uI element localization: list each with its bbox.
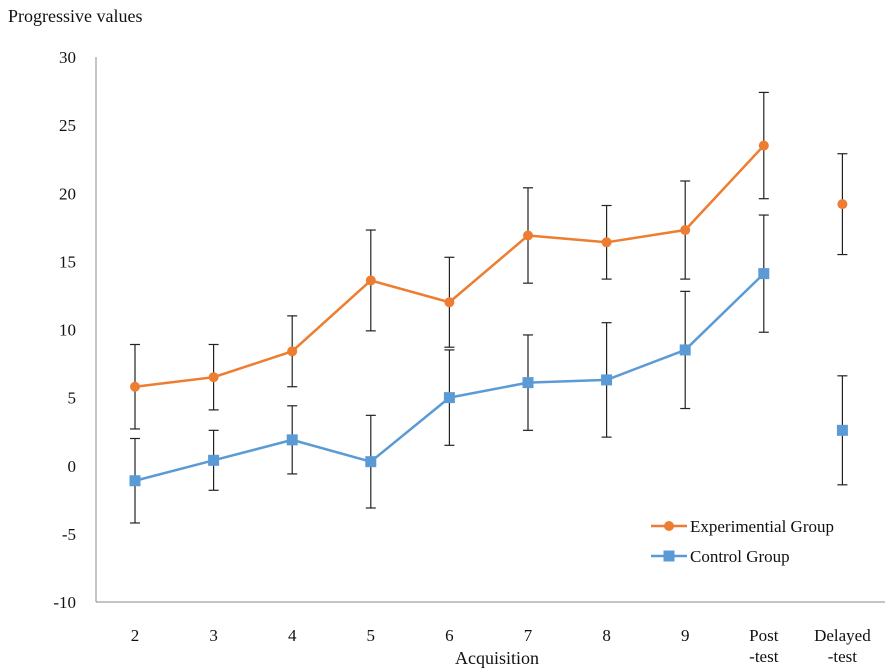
series-markers — [129, 140, 848, 487]
x-tick-label: 7 — [524, 626, 533, 645]
experimental-point — [601, 237, 612, 248]
y-tick-labels: 30 25 20 15 10 5 0 -5 -10 — [53, 48, 76, 612]
y-tick-label: 10 — [59, 321, 76, 340]
control-point — [679, 344, 691, 356]
x-tick-labels: 2 3 4 5 6 7 8 9 Post -test Delayed -test — [131, 626, 871, 666]
y-tick-label: 25 — [59, 116, 76, 135]
x-tick-label: 6 — [445, 626, 454, 645]
legend: Experimential Group Control Group — [651, 517, 834, 566]
experimental-legend-marker — [664, 521, 674, 531]
y-tick-label: 15 — [59, 252, 76, 271]
y-tick-label: -10 — [53, 593, 76, 612]
control-point — [836, 424, 848, 436]
x-tick-label: 8 — [602, 626, 611, 645]
y-tick-label: 0 — [68, 457, 77, 476]
control-point — [522, 377, 534, 389]
x-tick-label: 5 — [367, 626, 376, 645]
error-bars — [130, 91, 848, 524]
control-legend-label: Control Group — [690, 547, 790, 566]
x-axis-title: Acquisition — [455, 648, 539, 668]
control-legend-marker — [663, 550, 675, 562]
experimental-point — [837, 199, 848, 210]
control-point — [443, 392, 455, 404]
control-point — [129, 475, 141, 487]
y-axis-title: Progressive values — [8, 6, 143, 26]
axes — [95, 57, 885, 603]
y-tick-label: -5 — [62, 525, 76, 544]
experimental-point — [208, 372, 219, 383]
x-tick-label: 3 — [209, 626, 218, 645]
experimental-point — [130, 381, 140, 392]
control-point — [365, 456, 377, 468]
x-tick-label: Post — [749, 626, 779, 645]
x-tick-label: 9 — [681, 626, 690, 645]
experimental-point — [523, 230, 533, 241]
y-tick-label: 5 — [68, 389, 77, 408]
control-point — [208, 454, 220, 466]
y-tick-label: 30 — [59, 48, 76, 67]
x-tick-label: -test — [749, 647, 779, 666]
experimental-point — [758, 140, 769, 151]
control-point — [601, 374, 613, 386]
experimental-point — [444, 297, 455, 308]
control-point — [286, 434, 298, 446]
x-tick-label: 2 — [131, 626, 140, 645]
x-tick-label: Delayed — [814, 626, 871, 645]
x-tick-label: 4 — [288, 626, 297, 645]
experimental-point — [365, 275, 376, 286]
control-point — [758, 268, 770, 280]
experimental-point — [680, 225, 691, 236]
experimental-point — [287, 346, 298, 357]
y-tick-label: 20 — [59, 184, 76, 203]
experimental-legend-label: Experimential Group — [690, 517, 834, 536]
x-tick-label: -test — [828, 647, 858, 666]
